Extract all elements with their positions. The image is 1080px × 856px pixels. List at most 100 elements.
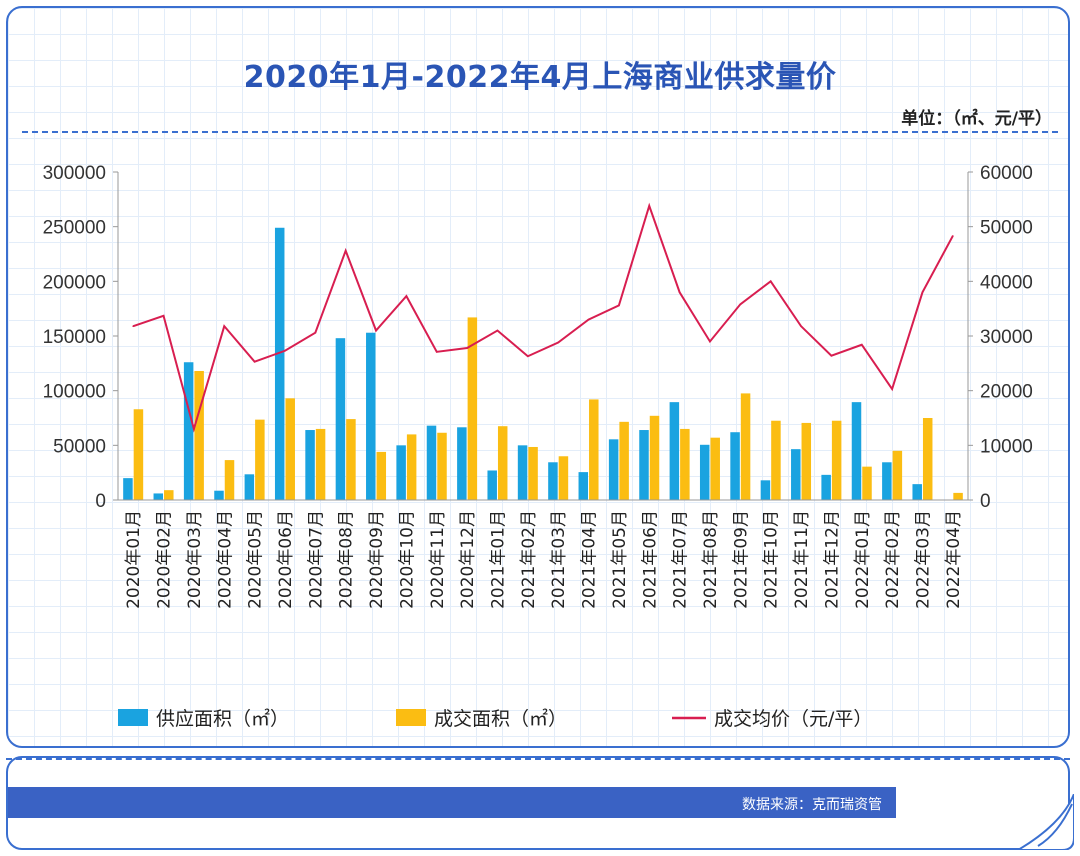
deal-bar bbox=[710, 437, 720, 500]
footer-divider bbox=[6, 758, 1070, 760]
legend-label-price: 成交均价（元/平） bbox=[714, 708, 872, 730]
supply-bar bbox=[851, 402, 862, 500]
deal-bar bbox=[437, 432, 447, 500]
price-point bbox=[435, 351, 438, 353]
legend-swatch-supply bbox=[118, 709, 148, 726]
supply-bar bbox=[517, 445, 528, 500]
supply-bar bbox=[366, 332, 376, 500]
combo-chart: 0 50000 100000 150000 200000 250000 300000 0 100… bbox=[43, 163, 1033, 730]
deal-bar bbox=[953, 492, 963, 500]
supply-bar bbox=[123, 478, 133, 500]
supply-bar bbox=[305, 430, 315, 500]
price-point bbox=[891, 388, 893, 390]
deal-bar bbox=[194, 370, 204, 500]
x-tick-label: 2021年05月 bbox=[610, 510, 630, 609]
x-tick-label: 2021年11月 bbox=[792, 510, 812, 609]
x-tick-label: 2021年01月 bbox=[488, 510, 508, 609]
price-point bbox=[375, 329, 377, 332]
deal-bar bbox=[528, 446, 538, 500]
x-tick-label: 2021年07月 bbox=[671, 510, 691, 609]
y-right-tick-label: 40000 bbox=[980, 272, 1033, 293]
legend-swatch-deal bbox=[396, 709, 426, 726]
price-point bbox=[952, 235, 954, 237]
deal-bar bbox=[680, 428, 690, 500]
x-tick-label: 2020年07月 bbox=[306, 510, 326, 609]
line-layer bbox=[132, 202, 954, 433]
source-bar: 数据来源：克而瑞资管 bbox=[8, 787, 896, 818]
price-point bbox=[587, 318, 590, 321]
y-right-tick-label: 30000 bbox=[980, 327, 1033, 348]
price-point bbox=[739, 303, 742, 306]
deal-bar bbox=[406, 434, 417, 500]
price-point bbox=[466, 347, 468, 349]
supply-bar bbox=[214, 490, 224, 500]
x-tick-label: 2020年12月 bbox=[458, 510, 478, 609]
x-tick-label: 2020年08月 bbox=[337, 510, 357, 609]
deal-bar bbox=[285, 398, 295, 500]
supply-bar bbox=[487, 470, 497, 500]
y-left-tick-label: 150000 bbox=[43, 327, 106, 348]
deal-bar bbox=[164, 490, 174, 500]
supply-bar bbox=[426, 425, 437, 500]
x-tick-label: 2021年04月 bbox=[580, 510, 600, 609]
x-tick-label: 2022年01月 bbox=[853, 510, 873, 609]
supply-bar bbox=[335, 338, 346, 500]
unit-label: 单位：（㎡、元/平） bbox=[901, 109, 1052, 129]
deal-bar bbox=[922, 418, 933, 500]
x-tick-label: 2021年09月 bbox=[731, 510, 751, 609]
y-left-tick-label: 300000 bbox=[43, 163, 106, 184]
deal-bar bbox=[862, 466, 872, 500]
deal-bar bbox=[255, 419, 265, 500]
x-tick-label: 2022年02月 bbox=[883, 510, 903, 609]
deal-bar bbox=[740, 393, 751, 500]
deal-bar bbox=[892, 450, 903, 500]
x-tick-label: 2020年11月 bbox=[428, 510, 448, 609]
x-tick-label: 2020年10月 bbox=[397, 510, 417, 609]
deal-bar bbox=[771, 420, 781, 500]
chart-title: 2020年1月-2022年4月上海商业供求量价 bbox=[243, 60, 837, 95]
price-point bbox=[860, 343, 863, 346]
supply-bar bbox=[821, 474, 831, 500]
supply-bar bbox=[548, 462, 558, 500]
supply-bar bbox=[244, 474, 255, 500]
price-point bbox=[800, 325, 802, 327]
x-tick-label: 2020年03月 bbox=[185, 510, 205, 609]
supply-bar bbox=[396, 445, 406, 500]
supply-bar bbox=[578, 472, 589, 500]
page-fold-icon bbox=[1018, 794, 1074, 850]
price-point bbox=[223, 325, 226, 327]
supply-bar bbox=[760, 480, 771, 500]
y-left-tick-label: 200000 bbox=[43, 272, 106, 293]
price-point bbox=[618, 304, 620, 307]
price-point bbox=[921, 291, 924, 294]
deal-bar bbox=[376, 451, 387, 500]
price-point bbox=[132, 325, 134, 327]
x-tick-label: 2021年08月 bbox=[701, 510, 721, 609]
price-point bbox=[496, 329, 499, 332]
deal-bar bbox=[133, 409, 144, 500]
price-point bbox=[162, 314, 165, 317]
price-point bbox=[344, 249, 347, 252]
x-tick-label: 2022年03月 bbox=[913, 510, 933, 609]
price-point bbox=[253, 360, 256, 363]
deal-bar bbox=[497, 426, 508, 500]
price-point bbox=[314, 331, 317, 334]
x-tick-label: 2020年05月 bbox=[246, 510, 266, 609]
deal-bar bbox=[619, 421, 629, 500]
deal-bar bbox=[467, 317, 478, 500]
legend-label-supply: 供应面积（㎡） bbox=[156, 707, 289, 730]
axis-layer: 0 50000 100000 150000 200000 250000 300000 0 100… bbox=[43, 163, 1033, 609]
price-point bbox=[557, 341, 559, 344]
price-point bbox=[527, 355, 529, 358]
price-point bbox=[405, 295, 408, 297]
supply-bar bbox=[730, 432, 740, 500]
deal-bar bbox=[224, 460, 235, 500]
x-tick-label: 2020年02月 bbox=[155, 510, 175, 609]
price-point bbox=[678, 291, 681, 294]
price-line bbox=[132, 202, 954, 433]
price-point bbox=[648, 205, 651, 207]
y-left-tick-label: 50000 bbox=[53, 436, 106, 457]
deal-bar bbox=[649, 415, 660, 500]
x-tick-label: 2020年04月 bbox=[215, 510, 235, 609]
y-right-tick-label: 60000 bbox=[980, 163, 1033, 184]
